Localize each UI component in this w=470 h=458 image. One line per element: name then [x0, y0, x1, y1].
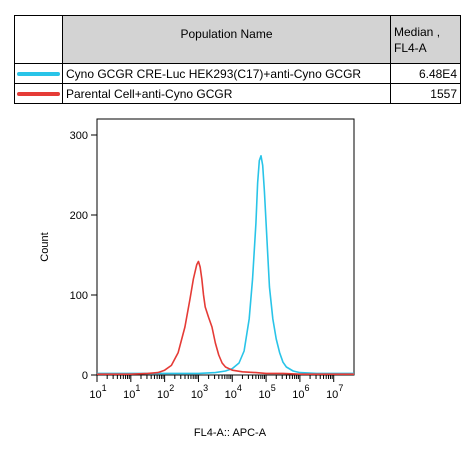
x-tick-exponent: 5	[271, 383, 276, 393]
legend-header-population-label: Population Name	[180, 26, 273, 41]
series-line	[97, 260, 354, 376]
y-axis-label: Count	[39, 232, 51, 261]
legend-row-median: 1557	[390, 83, 461, 104]
legend-header-median-sub: FL4-A	[394, 40, 427, 55]
legend-header-population: Population Name	[62, 15, 391, 64]
series-line	[97, 155, 354, 375]
legend-header-median-label: Median ,	[394, 24, 441, 39]
legend-header-blank	[14, 15, 63, 64]
y-tick-label: 0	[82, 370, 88, 382]
y-tick-label: 100	[70, 290, 88, 302]
x-axis-label: FL4-A:: APC-A	[194, 427, 267, 439]
x-tick-base: 10	[191, 389, 203, 401]
x-tick-label: 107	[326, 383, 343, 401]
x-tick-label: 104	[225, 383, 242, 401]
plot-frame	[96, 118, 355, 376]
x-tick-label: 106	[292, 383, 309, 401]
x-tick-exponent: 4	[237, 383, 242, 393]
x-tick-label: 102	[157, 383, 174, 401]
x-tick-label: 101	[123, 383, 140, 401]
legend-table: Population Name Median , FL4-A Cyno GCGR…	[14, 15, 461, 104]
legend-row: Cyno GCGR CRE-Luc HEK293(C17)+anti-Cyno …	[14, 63, 461, 84]
x-tick-exponent: 7	[338, 383, 343, 393]
x-tick-base: 10	[157, 389, 169, 401]
legend-header-median: Median , FL4-A	[390, 15, 461, 64]
x-tick-base: 10	[258, 389, 270, 401]
x-tick-exponent: 1	[102, 383, 107, 393]
legend-swatch	[17, 71, 60, 76]
x-tick-base: 10	[89, 389, 101, 401]
x-tick-label: 105	[258, 383, 275, 401]
x-tick-base: 10	[123, 389, 135, 401]
x-tick-exponent: 2	[169, 383, 174, 393]
legend-swatch	[17, 91, 60, 96]
x-tick-exponent: 1	[135, 383, 140, 393]
x-tick-exponent: 3	[203, 383, 208, 393]
x-tick-label: 101	[89, 383, 106, 401]
x-tick-exponent: 6	[305, 383, 310, 393]
legend-row: Parental Cell+anti-Cyno GCGR 1557	[14, 83, 461, 104]
legend-swatch-cell	[14, 83, 63, 104]
y-tick-label: 200	[70, 210, 88, 222]
x-tick-base: 10	[326, 389, 338, 401]
x-tick-base: 10	[292, 389, 304, 401]
y-tick-label: 300	[70, 130, 88, 142]
legend-row-name: Cyno GCGR CRE-Luc HEK293(C17)+anti-Cyno …	[62, 63, 391, 84]
x-tick-base: 10	[225, 389, 237, 401]
x-tick-label: 103	[191, 383, 208, 401]
legend-row-name: Parental Cell+anti-Cyno GCGR	[62, 83, 391, 104]
